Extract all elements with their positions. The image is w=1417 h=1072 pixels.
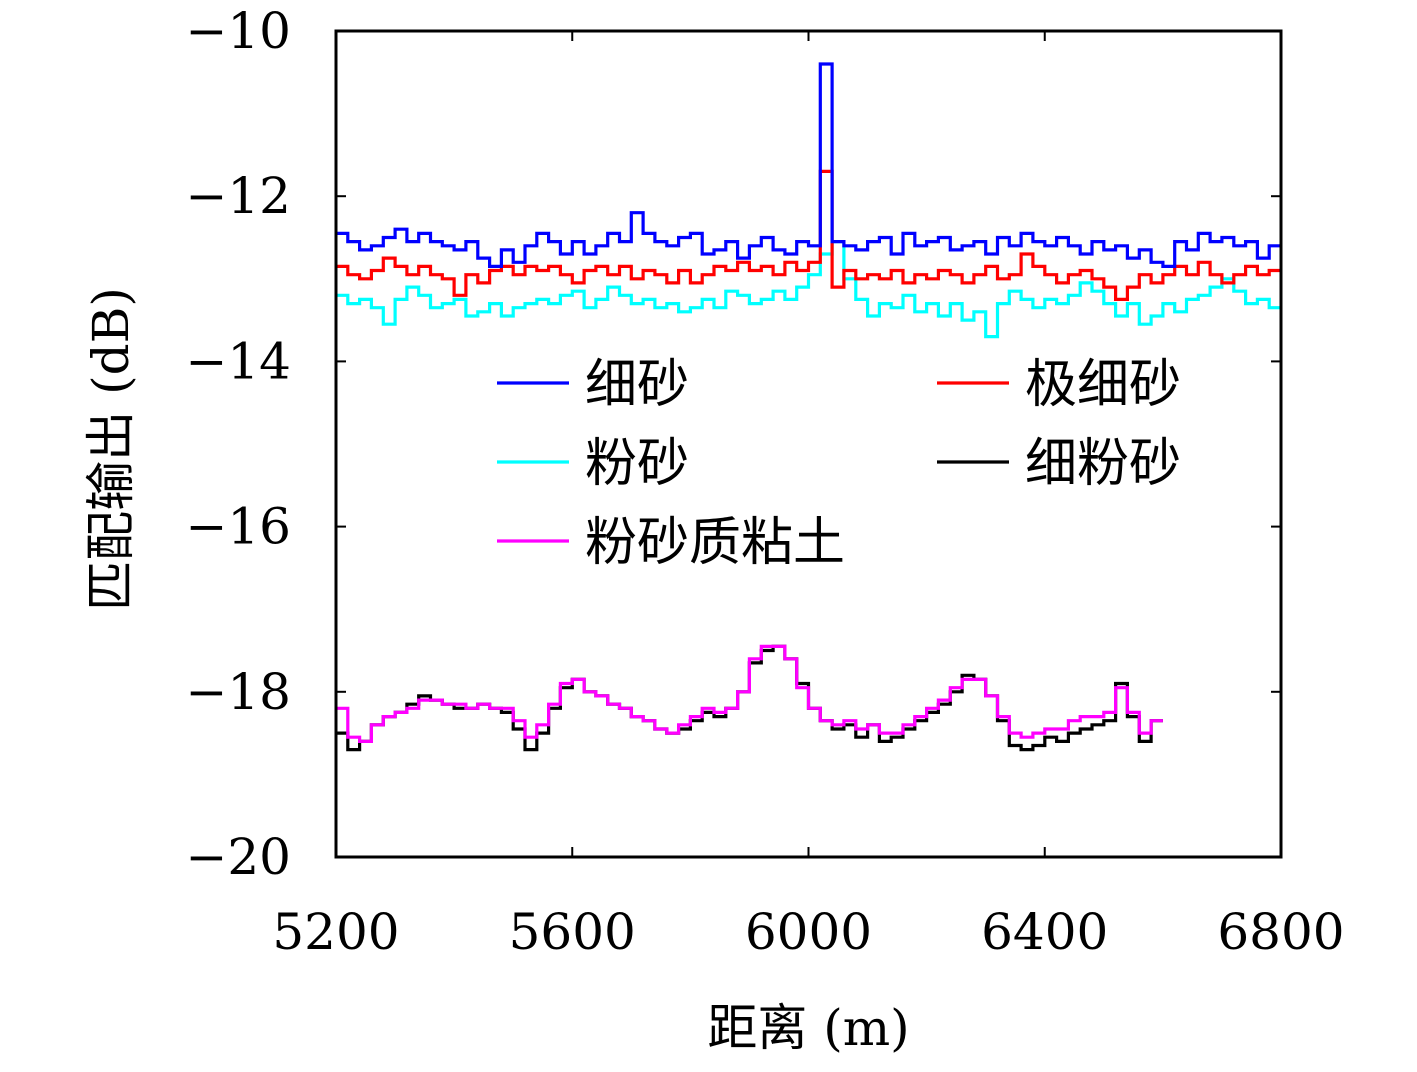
- x-tick-label: 6000: [745, 903, 872, 961]
- legend-label: 细粉砂: [1025, 434, 1181, 494]
- series-line-0: [336, 62, 1281, 268]
- y-tick-label: −16: [185, 498, 291, 556]
- x-tick-label: 6800: [1217, 903, 1344, 961]
- x-tick-label: 5200: [272, 903, 399, 961]
- x-axis-label: 距离 (m): [707, 999, 909, 1057]
- series-line-2: [336, 240, 1281, 339]
- legend-label: 粉砂质粘土: [585, 513, 845, 573]
- series-layer: [336, 62, 1281, 752]
- ticks-layer: [335, 30, 1282, 858]
- y-tick-label: −20: [185, 828, 291, 886]
- legend-label: 极细砂: [1025, 355, 1181, 415]
- tick-labels: 5200 5600 6000 6400 6800 −10 −12 −14 −16 −18 −20: [185, 2, 1344, 961]
- legend-label: 粉砂: [585, 434, 689, 494]
- series-line-1: [336, 169, 1281, 301]
- y-tick-label: −18: [185, 663, 291, 721]
- y-axis-label: 匹配输出 (dB): [82, 287, 140, 611]
- x-tick-label: 6400: [981, 903, 1108, 961]
- y-tick-label: −10: [185, 2, 291, 60]
- y-tick-label: −14: [185, 332, 291, 390]
- y-tick-label: −12: [185, 167, 291, 225]
- legend-label: 细砂: [585, 355, 689, 415]
- series-line-4: [336, 644, 1163, 743]
- x-tick-label: 5600: [509, 903, 636, 961]
